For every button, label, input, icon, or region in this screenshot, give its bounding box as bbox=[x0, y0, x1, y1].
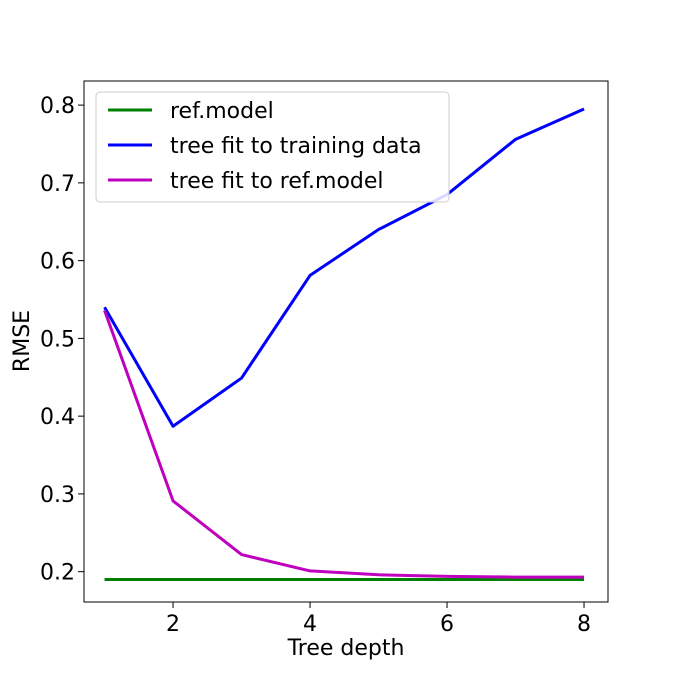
y-tick-label: 0.7 bbox=[40, 172, 75, 197]
x-axis: 2 4 6 8 bbox=[166, 602, 591, 637]
x-tick-label: 2 bbox=[166, 612, 180, 637]
y-axis: 0.2 0.3 0.4 0.5 0.6 0.7 0.8 bbox=[40, 94, 84, 586]
x-tick-label: 8 bbox=[577, 612, 591, 637]
x-tick-label: 4 bbox=[303, 612, 317, 637]
legend-box bbox=[95, 91, 450, 203]
y-tick-label: 0.8 bbox=[40, 94, 75, 119]
y-tick-label: 0.5 bbox=[40, 327, 75, 352]
series-line-3 bbox=[103, 309, 585, 579]
x-axis-label: Tree depth bbox=[287, 636, 405, 661]
y-tick-label: 0.3 bbox=[40, 483, 75, 508]
series-line-2 bbox=[103, 107, 585, 428]
y-axis-label: RMSE bbox=[10, 310, 35, 372]
y-tick-label: 0.6 bbox=[40, 250, 75, 275]
plot-frame bbox=[83, 80, 609, 603]
series-layer bbox=[103, 107, 585, 581]
y-tick-label: 0.4 bbox=[40, 405, 75, 430]
legend-label-1: ref.model bbox=[170, 99, 274, 124]
legend-label-3: tree fit to ref.model bbox=[170, 169, 384, 194]
legend-label-2: tree fit to training data bbox=[170, 134, 422, 159]
x-tick-label: 6 bbox=[440, 612, 454, 637]
legend: ref.model tree fit to training data tree f… bbox=[95, 91, 450, 203]
y-tick-label: 0.2 bbox=[40, 561, 75, 586]
